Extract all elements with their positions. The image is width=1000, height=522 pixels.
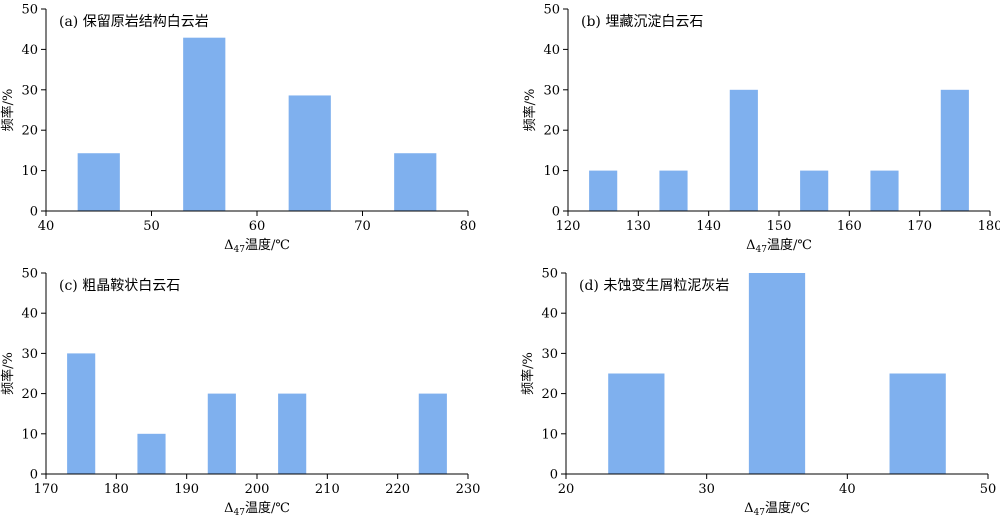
bar bbox=[137, 433, 166, 474]
bar bbox=[748, 273, 806, 474]
bar bbox=[608, 373, 665, 474]
bar bbox=[394, 153, 437, 211]
x-tick-label: 50 bbox=[143, 219, 160, 234]
x-tick-label: 150 bbox=[767, 219, 792, 234]
bar bbox=[207, 393, 236, 474]
y-tick-label: 40 bbox=[21, 43, 38, 58]
y-tick-label: 50 bbox=[21, 3, 38, 18]
y-tick-label: 0 bbox=[550, 468, 558, 483]
y-axis-label: 频率/% bbox=[522, 89, 538, 132]
bar bbox=[889, 373, 946, 474]
x-tick-label: 200 bbox=[245, 482, 270, 497]
x-tick-label: 170 bbox=[34, 482, 59, 497]
x-tick-label: 180 bbox=[978, 219, 1000, 234]
y-tick-label: 50 bbox=[541, 267, 558, 282]
y-tick-label: 0 bbox=[552, 205, 560, 220]
y-tick-label: 30 bbox=[543, 83, 560, 98]
x-axis-label: Δ47温度/℃ bbox=[224, 237, 290, 255]
x-tick-label: 160 bbox=[837, 219, 862, 234]
x-tick-label: 20 bbox=[558, 482, 575, 497]
y-tick-label: 0 bbox=[30, 205, 38, 220]
x-tick-label: 140 bbox=[696, 219, 721, 234]
bar bbox=[77, 153, 120, 211]
y-tick-label: 10 bbox=[543, 164, 560, 179]
bar bbox=[589, 170, 618, 211]
chart-panel-d: 0 10 20 30 40 50 20 30 40 50 (d) 未蚀变生屑粒泥灰岩 Δ47温度/℃ 频… bbox=[520, 267, 996, 519]
y-tick-label: 20 bbox=[21, 124, 38, 139]
x-tick-label: 190 bbox=[174, 482, 199, 497]
x-tick-label: 80 bbox=[460, 219, 477, 234]
panel-title: (a) 保留原岩结构白云岩 bbox=[59, 14, 209, 30]
y-tick-label: 20 bbox=[21, 387, 38, 402]
bar bbox=[183, 37, 226, 212]
bar bbox=[278, 393, 307, 474]
y-tick-label: 20 bbox=[541, 387, 558, 402]
y-tick-label: 10 bbox=[541, 427, 558, 442]
y-tick-label: 20 bbox=[543, 124, 560, 139]
x-tick-label: 180 bbox=[104, 482, 129, 497]
x-tick-label: 60 bbox=[249, 219, 266, 234]
x-tick-label: 70 bbox=[354, 219, 371, 234]
y-tick-label: 0 bbox=[30, 468, 38, 483]
panel-title: (b) 埋藏沉淀白云石 bbox=[581, 14, 703, 30]
y-axis-label: 频率/% bbox=[0, 89, 16, 132]
x-tick-label: 40 bbox=[38, 219, 55, 234]
x-tick-label: 120 bbox=[556, 219, 581, 234]
x-tick-label: 50 bbox=[980, 482, 997, 497]
x-axis-label: Δ47温度/℃ bbox=[224, 500, 290, 518]
y-tick-label: 30 bbox=[21, 347, 38, 362]
y-tick-label: 40 bbox=[541, 307, 558, 322]
panel-title: (d) 未蚀变生屑粒泥灰岩 bbox=[579, 278, 729, 294]
x-tick-label: 170 bbox=[907, 219, 932, 234]
x-tick-label: 130 bbox=[626, 219, 651, 234]
bar bbox=[940, 89, 969, 211]
y-axis-label: 频率/% bbox=[0, 352, 16, 395]
chart-panel-c: 0 10 20 30 40 50 170 180 190 200 210 220 230 (c) 粗晶鞍状… bbox=[0, 267, 480, 519]
bar bbox=[67, 353, 96, 474]
y-tick-label: 40 bbox=[21, 307, 38, 322]
x-tick-label: 220 bbox=[385, 482, 410, 497]
y-tick-label: 10 bbox=[21, 427, 38, 442]
y-tick-label: 10 bbox=[21, 164, 38, 179]
x-tick-label: 30 bbox=[698, 482, 715, 497]
x-tick-label: 40 bbox=[839, 482, 856, 497]
x-axis-label: Δ47温度/℃ bbox=[744, 500, 810, 518]
y-tick-label: 30 bbox=[21, 83, 38, 98]
x-tick-label: 230 bbox=[456, 482, 481, 497]
bar bbox=[288, 95, 331, 211]
chart-panel-a: 0 10 20 30 40 50 40 50 60 70 80 (a) 保留原岩结构白云岩 Δ47温度/… bbox=[0, 3, 476, 256]
x-axis-label: Δ47温度/℃ bbox=[746, 237, 812, 255]
bar bbox=[729, 89, 758, 211]
panel-title: (c) 粗晶鞍状白云石 bbox=[59, 278, 180, 294]
chart-panel-b: 0 10 20 30 40 50 120 130 140 150 160 170 180 (b) 埋藏沉淀… bbox=[522, 3, 1000, 256]
bar bbox=[418, 393, 447, 474]
y-axis-label: 频率/% bbox=[520, 352, 536, 395]
y-tick-label: 30 bbox=[541, 347, 558, 362]
bar bbox=[870, 170, 899, 211]
y-tick-label: 50 bbox=[543, 3, 560, 18]
y-tick-label: 40 bbox=[543, 43, 560, 58]
x-tick-label: 210 bbox=[315, 482, 340, 497]
bar bbox=[659, 170, 688, 211]
y-tick-label: 50 bbox=[21, 267, 38, 282]
bar bbox=[800, 170, 829, 211]
